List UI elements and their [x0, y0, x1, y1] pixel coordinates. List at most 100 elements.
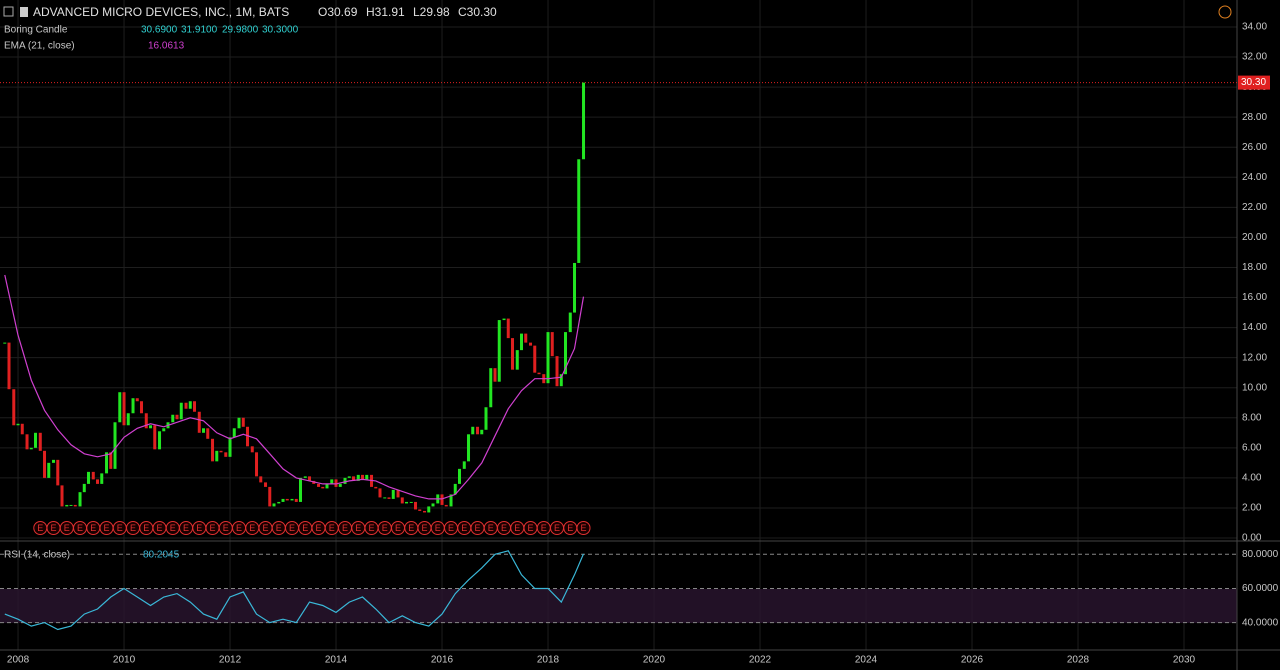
x-tick-label: 2016: [431, 655, 454, 666]
earnings-label: E: [210, 523, 216, 533]
candle-body: [497, 320, 501, 382]
candle-body: [43, 450, 47, 478]
earnings-label: E: [581, 523, 587, 533]
x-tick-label: 2020: [643, 655, 666, 666]
ohlc-close: C30.30: [458, 5, 497, 19]
candle-body: [352, 476, 356, 481]
candle-body: [193, 401, 197, 412]
candle-body: [299, 477, 303, 502]
candle-body: [126, 413, 130, 426]
y-tick-label: 34.00: [1242, 22, 1267, 33]
earnings-label: E: [170, 523, 176, 533]
candle-body: [458, 468, 462, 484]
earnings-label: E: [157, 523, 163, 533]
candle-body: [582, 82, 586, 160]
ema-value: 16.0613: [148, 41, 185, 52]
earnings-label: E: [501, 523, 507, 533]
candle-body: [65, 504, 69, 507]
candle-body: [471, 426, 475, 435]
study-label[interactable]: Boring Candle: [4, 25, 68, 36]
candle-body: [330, 479, 334, 484]
ohlc-low: L29.98: [413, 5, 450, 19]
candle-body: [206, 428, 210, 439]
candle-body: [480, 429, 484, 435]
collapse-button[interactable]: [3, 6, 14, 17]
candle-body: [162, 428, 166, 432]
candle-body: [272, 503, 276, 507]
candle-body: [396, 489, 400, 498]
symbol-title[interactable]: ADVANCED MICRO DEVICES, INC., 1M, BATS: [33, 5, 289, 19]
candle-body: [414, 501, 418, 510]
y-tick-label: 32.00: [1242, 52, 1267, 63]
x-tick-label: 2022: [749, 655, 772, 666]
candle-body: [268, 486, 272, 507]
y-tick-label: 26.00: [1242, 142, 1267, 153]
candle-body: [423, 510, 427, 513]
y-tick-label: 14.00: [1242, 322, 1267, 333]
candle-body: [52, 459, 56, 463]
earnings-label: E: [77, 523, 83, 533]
candle-body: [559, 374, 563, 387]
candle-body: [285, 498, 289, 501]
candle-body: [122, 392, 126, 426]
candle-body: [502, 318, 506, 321]
candle-body: [529, 342, 533, 346]
ema-line: [4, 274, 585, 500]
candle-body: [365, 474, 369, 480]
y-tick-label: 10.00: [1242, 382, 1267, 393]
candle-body: [343, 477, 347, 484]
candle-body: [149, 425, 153, 429]
candle-body: [387, 497, 391, 499]
candle-body: [215, 450, 219, 462]
candle-body: [109, 452, 113, 469]
y-tick-label: 0.00: [1242, 533, 1262, 544]
ema-label[interactable]: EMA (21, close): [4, 41, 75, 52]
rsi-label[interactable]: RSI (14, close): [4, 550, 70, 561]
candle-body: [453, 483, 457, 495]
candle-body: [188, 401, 192, 409]
candle-body: [87, 471, 91, 484]
candle-body: [224, 452, 228, 457]
last-price-label: 30.30: [1241, 77, 1266, 88]
candle-body: [56, 459, 60, 486]
candle-body: [277, 501, 281, 504]
x-tick-label: 2024: [855, 655, 878, 666]
earnings-label: E: [475, 523, 481, 533]
candle-body: [564, 332, 568, 375]
earnings-label: E: [276, 523, 282, 533]
earnings-label: E: [422, 523, 428, 533]
earnings-label: E: [316, 523, 322, 533]
alert-icon[interactable]: [1218, 5, 1232, 19]
y-tick-label: 4.00: [1242, 473, 1262, 484]
candle-body: [47, 462, 51, 478]
earnings-marker: [576, 521, 591, 535]
candle-body: [462, 461, 466, 469]
x-tick-label: 2014: [325, 655, 348, 666]
candle-body: [427, 506, 431, 513]
candle-body: [118, 392, 122, 423]
candle-body: [321, 486, 325, 489]
candle-body: [317, 483, 321, 487]
candle-body: [361, 474, 365, 480]
candle-body: [511, 338, 515, 370]
candle-body: [409, 501, 413, 503]
candle-body: [241, 417, 245, 427]
symbol-icon: [20, 7, 28, 17]
candle-body: [356, 474, 360, 481]
x-tick-label: 2012: [219, 655, 242, 666]
candle-body: [440, 494, 444, 505]
candle-body: [82, 483, 86, 493]
earnings-label: E: [355, 523, 361, 533]
earnings-label: E: [236, 523, 242, 533]
candle-body: [232, 428, 236, 438]
y-tick-label: 6.00: [1242, 442, 1262, 453]
candle-body: [577, 159, 581, 263]
rsi-value: 80.2045: [143, 550, 180, 561]
earnings-label: E: [249, 523, 255, 533]
earnings-label: E: [554, 523, 560, 533]
candle-body: [38, 432, 42, 451]
study-value: 30.6900: [141, 25, 178, 36]
candle-body: [96, 479, 100, 484]
candle-body: [12, 389, 16, 426]
candle-body: [219, 450, 223, 453]
